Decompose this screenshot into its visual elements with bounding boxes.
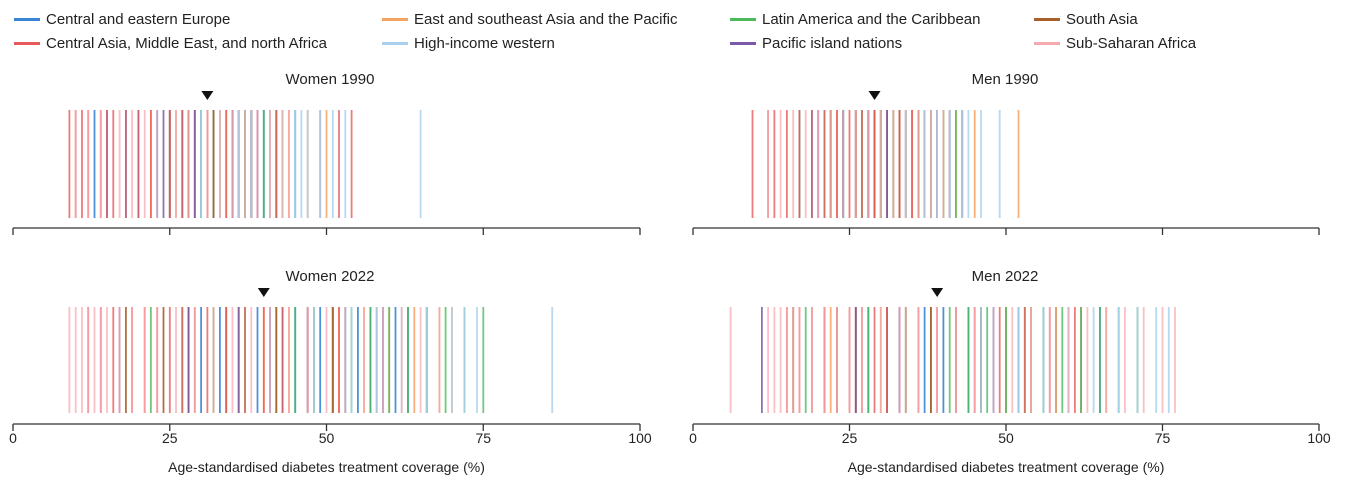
- x-tick-label: 100: [628, 430, 652, 446]
- x-tick-label: 50: [319, 430, 335, 446]
- legend-swatch: [1034, 17, 1060, 21]
- legend-item-sub-saharan-africa: Sub-Saharan Africa: [1034, 32, 1196, 54]
- legend-label: Central and eastern Europe: [46, 10, 231, 28]
- legend-swatch: [730, 17, 756, 21]
- legend-item-high-income-western: High-income western: [382, 32, 555, 54]
- legend-item-central-eastern-europe: Central and eastern Europe: [14, 8, 230, 30]
- legend-swatch: [382, 17, 408, 21]
- legend: Central and eastern Europe East and sout…: [0, 0, 1351, 60]
- legend-swatch: [382, 41, 408, 45]
- legend-item-east-southeast-asia-pacific: East and southeast Asia and the Pacific: [382, 8, 678, 30]
- x-axis-label: Age-standardised diabetes treatment cove…: [168, 459, 485, 475]
- median-marker: [257, 288, 270, 297]
- legend-item-pacific-island-nations: Pacific island nations: [730, 32, 902, 54]
- x-tick-label: 100: [1307, 430, 1331, 446]
- legend-swatch: [14, 41, 40, 45]
- legend-label: Sub-Saharan Africa: [1066, 34, 1197, 52]
- legend-swatch: [730, 41, 756, 45]
- x-tick-label: 25: [162, 430, 178, 446]
- legend-label: High-income western: [414, 34, 555, 52]
- legend-label: Pacific island nations: [762, 34, 903, 52]
- median-marker: [931, 288, 944, 297]
- panel-title: Women 1990: [286, 71, 375, 88]
- panel-title: Women 2022: [286, 268, 375, 285]
- legend-label: East and southeast Asia and the Pacific: [414, 10, 678, 28]
- legend-label: South Asia: [1066, 10, 1138, 28]
- x-tick-label: 25: [842, 430, 858, 446]
- legend-item-latin-america-caribbean: Latin America and the Caribbean: [730, 8, 980, 30]
- x-tick-label: 50: [998, 430, 1014, 446]
- median-marker: [868, 91, 881, 100]
- x-tick-label: 75: [1155, 430, 1171, 446]
- panel-title: Men 1990: [972, 71, 1039, 88]
- panel-title: Men 2022: [972, 268, 1039, 285]
- x-tick-label: 0: [9, 430, 17, 446]
- median-marker: [201, 91, 214, 100]
- x-tick-label: 0: [689, 430, 697, 446]
- legend-item-south-asia: South Asia: [1034, 8, 1138, 30]
- legend-label: Latin America and the Caribbean: [762, 10, 981, 28]
- x-tick-label: 75: [475, 430, 491, 446]
- legend-item-central-asia-middle-east-north-africa: Central Asia, Middle East, and north Afr…: [14, 32, 327, 54]
- x-axis-label: Age-standardised diabetes treatment cove…: [848, 459, 1165, 475]
- legend-label: Central Asia, Middle East, and north Afr…: [46, 34, 327, 52]
- legend-swatch: [1034, 41, 1060, 45]
- legend-swatch: [14, 17, 40, 21]
